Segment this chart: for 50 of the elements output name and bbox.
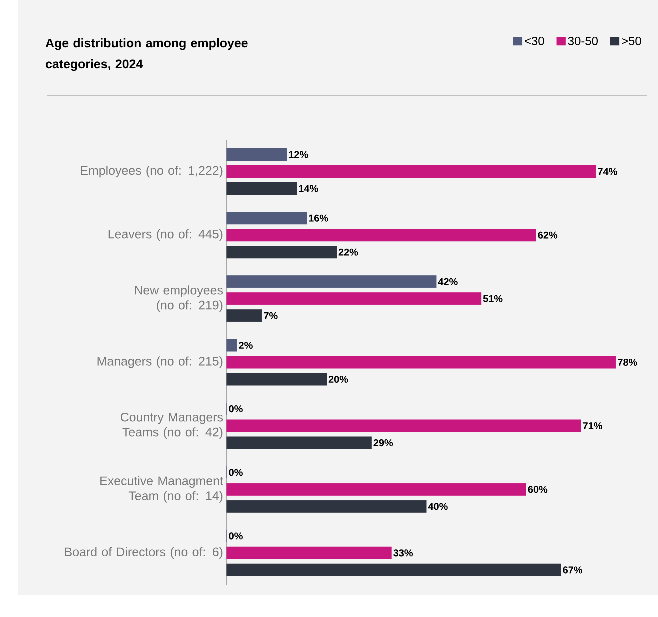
legend-label: 30-50 <box>568 36 598 46</box>
y-tick-label: Board of Directors (no of: 6) <box>65 547 223 559</box>
data-label: 0% <box>229 469 243 476</box>
bar <box>226 373 328 386</box>
y-tick-label: Employees (no of: 1,222) <box>81 166 223 178</box>
data-label: 7% <box>264 312 278 320</box>
data-label: 33% <box>394 550 414 557</box>
data-label: 22% <box>338 248 358 256</box>
bar <box>226 292 482 306</box>
y-tick-label: Country Managers Teams (no of: 42) <box>120 412 224 440</box>
y-tick-label: Executive Managment Team (no of: 14) <box>100 476 224 503</box>
data-label: 71% <box>583 422 602 430</box>
data-label: 16% <box>309 214 328 222</box>
y-tick-label: Leavers (no of: 445) <box>108 230 223 242</box>
data-label: 78% <box>618 358 638 366</box>
legend-label: <30 <box>525 36 544 46</box>
bar <box>226 148 288 162</box>
bar <box>226 212 308 225</box>
bar <box>226 246 337 259</box>
chart-title: Age distribution among employee categories, 2024 <box>46 38 248 72</box>
bar <box>226 546 392 560</box>
data-label: 60% <box>528 486 548 494</box>
data-label: 12% <box>289 151 308 158</box>
bar <box>226 165 596 178</box>
y-tick-label: New employees (no of: 219) <box>135 286 224 312</box>
data-label: 2% <box>239 342 253 350</box>
data-label: 0% <box>229 532 243 540</box>
bar <box>226 420 582 432</box>
data-label: 42% <box>438 278 458 286</box>
bar <box>226 483 526 496</box>
data-label: 67% <box>563 566 583 574</box>
data-label: 14% <box>299 185 318 192</box>
bar <box>226 310 262 322</box>
data-label: 40% <box>428 503 448 510</box>
bar <box>226 339 238 352</box>
bar <box>226 356 616 369</box>
data-label: 74% <box>598 168 618 176</box>
data-label: 62% <box>538 232 558 239</box>
data-label: 51% <box>483 295 503 302</box>
bar <box>226 276 437 288</box>
bar <box>226 564 562 576</box>
bar <box>226 500 427 513</box>
data-label: 29% <box>374 440 394 447</box>
data-label: 20% <box>328 376 348 384</box>
data-label: 0% <box>229 406 243 413</box>
bar <box>226 182 298 196</box>
bar <box>226 436 372 450</box>
bar <box>226 229 536 242</box>
y-tick-label: Managers (no of: 215) <box>98 356 223 368</box>
legend-label: >50 <box>622 36 642 46</box>
